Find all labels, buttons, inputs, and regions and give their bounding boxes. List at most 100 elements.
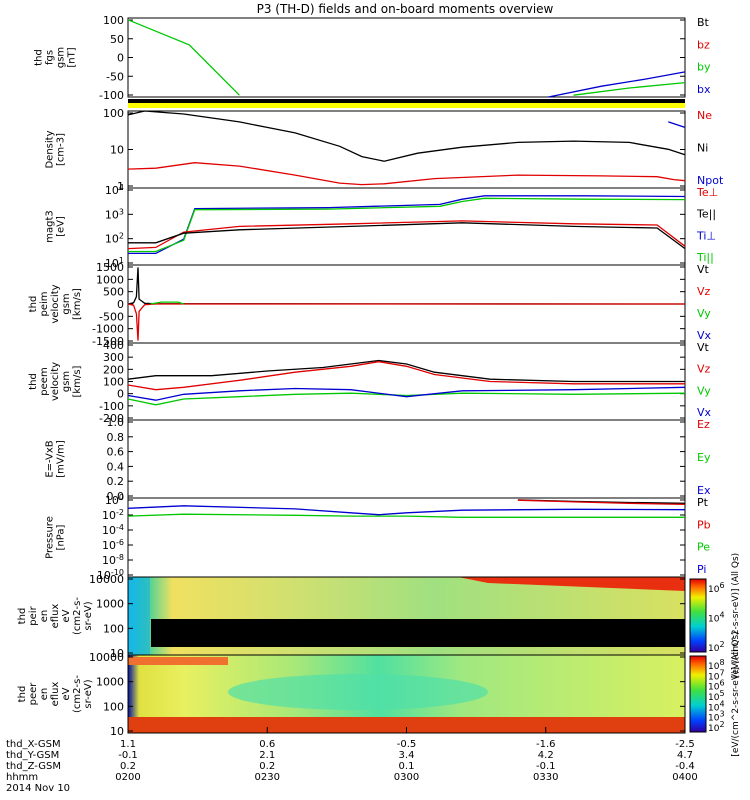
y-axis-label: eV	[61, 687, 72, 700]
mode-bar	[128, 103, 685, 108]
legend-entry: Ti⊥	[696, 229, 716, 242]
legend-entry: Vz	[697, 363, 711, 376]
y-tick-label: 50	[110, 33, 124, 46]
legend-entry: Ni	[697, 142, 708, 155]
y-axis-label: fgs	[45, 50, 56, 65]
series-line-Vz	[127, 361, 685, 391]
y-tick-label: 102	[105, 232, 124, 246]
x-row-label: hhmm	[6, 772, 38, 783]
colorbar-tick-label: 108	[708, 658, 725, 672]
legend-entry: Ex	[697, 484, 711, 497]
y-axis-label: thd	[28, 296, 39, 313]
y-axis-label: peim	[39, 291, 50, 316]
y-axis-label: thd	[17, 686, 28, 703]
x-row-value: -2.5	[675, 739, 695, 750]
series-line-Te||	[128, 222, 686, 250]
legend-entry: Vz	[697, 285, 711, 298]
legend-entry: Ey	[697, 451, 711, 464]
colorbar-tick-label: 102	[708, 720, 725, 734]
y-tick-label: 300	[103, 351, 124, 364]
x-row-value: 0330	[533, 772, 558, 783]
y-tick-label: 10	[110, 725, 124, 738]
y-axis-label: [nPa]	[56, 524, 67, 550]
y-axis-label: [km/s]	[72, 288, 83, 320]
legend-entry: Pb	[697, 518, 711, 531]
legend-entry: Vx	[697, 406, 712, 419]
y-tick-label: 1	[117, 180, 124, 193]
legend-entry: Ez	[697, 418, 710, 431]
mode-bar-strip	[128, 99, 685, 108]
colorbar	[689, 578, 707, 653]
y-tick-label: 400	[103, 339, 124, 352]
series-line-Vx	[127, 386, 686, 401]
legend-entry: Vt	[697, 341, 710, 354]
series-line-Te⊥	[127, 220, 686, 250]
series-line-Ti||	[128, 197, 686, 253]
legend-entry: Vy	[697, 384, 711, 397]
y-axis-label: thd	[17, 608, 28, 625]
y-tick-label: 10-10	[97, 568, 124, 582]
x-axis-annotation: thd_X-GSM 1.1 0.6 -0.5 -1.6 -2.5 thd_Y-GSM -0.1…	[6, 727, 698, 794]
legend-entry: Te⊥	[696, 186, 718, 199]
series-line-Vy	[150, 301, 184, 305]
y-tick-label: -100	[99, 89, 124, 102]
legend-entry: Npot	[697, 174, 724, 187]
y-tick-label: 10000	[89, 651, 124, 664]
y-tick-label: 104	[105, 183, 124, 197]
figure-title: P3 (TH-D) fields and on-board moments ov…	[257, 2, 554, 16]
x-row-value: 1.1	[120, 739, 136, 750]
y-axis-label: [eV]	[56, 216, 67, 237]
y-axis-label: [km/s]	[72, 365, 83, 397]
y-tick-label: -500	[99, 310, 124, 323]
colorbar-tick-label: 105	[708, 689, 725, 703]
panel-frame	[127, 17, 686, 98]
y-tick-label: -1500	[92, 335, 124, 348]
series-line-Pi	[127, 505, 686, 516]
y-axis-label: (cm2-s-	[72, 675, 83, 713]
x-row-value: 0.6	[259, 739, 275, 750]
y-axis-label: peem	[39, 367, 50, 395]
colorbar	[689, 655, 707, 733]
y-tick-label: 103	[105, 207, 124, 221]
y-axis-label: eflux	[50, 604, 61, 629]
legend-entry: Pi	[697, 563, 706, 576]
y-tick-label: 0.6	[107, 446, 125, 459]
y-tick-label: 200	[103, 363, 124, 376]
x-row-label: thd_X-GSM	[6, 739, 61, 750]
legend-entry: bx	[697, 83, 711, 96]
y-tick-label: 0.4	[107, 460, 125, 473]
y-tick-label: 1.0	[107, 416, 125, 429]
y-tick-label: 10-4	[102, 523, 124, 537]
spectrogram-nodata-band	[151, 619, 685, 647]
panel-temperature: 104 103 102 101 magt3 [eV] Te⊥ Te|| Ti⊥ Ti||	[45, 183, 719, 270]
colorbar-tick-label: 103	[708, 710, 725, 724]
x-row-value: -1.6	[536, 739, 556, 750]
y-tick-label: 10-8	[102, 553, 124, 567]
y-tick-label: 1000	[96, 273, 124, 286]
y-axis-label: en	[39, 610, 50, 623]
y-axis-label: sr-eV)	[83, 679, 94, 708]
mode-bar	[128, 99, 685, 103]
panel-density: 100 10 1 Density [cm-3] Ne Ni Npot	[45, 107, 724, 193]
spectrogram-top-band	[128, 657, 228, 665]
panel-frame	[127, 419, 686, 499]
colorbar-tick-label: 106	[708, 581, 725, 595]
x-row-label: thd_Z-GSM	[6, 761, 61, 772]
x-row-value: 2.1	[259, 750, 275, 761]
y-axis-label: E=-VxB	[45, 440, 56, 477]
y-tick-label: 100	[103, 376, 124, 389]
y-axis-label: velocity	[50, 284, 61, 323]
legend-entry: Vt	[697, 263, 710, 276]
x-row-label: thd_Y-GSM	[6, 750, 59, 761]
colorbar-tick-label: 104	[708, 699, 725, 713]
y-tick-label: 0.8	[107, 431, 125, 444]
y-axis-label: thd	[34, 49, 45, 66]
y-axis-label: peir	[28, 605, 39, 625]
y-axis-label: sr-eV)	[83, 601, 94, 630]
y-axis-label: en	[39, 688, 50, 701]
x-row-value: 0300	[394, 772, 419, 783]
x-row-value: -0.1	[536, 761, 556, 772]
y-axis-label: (cm2-s-	[72, 597, 83, 635]
